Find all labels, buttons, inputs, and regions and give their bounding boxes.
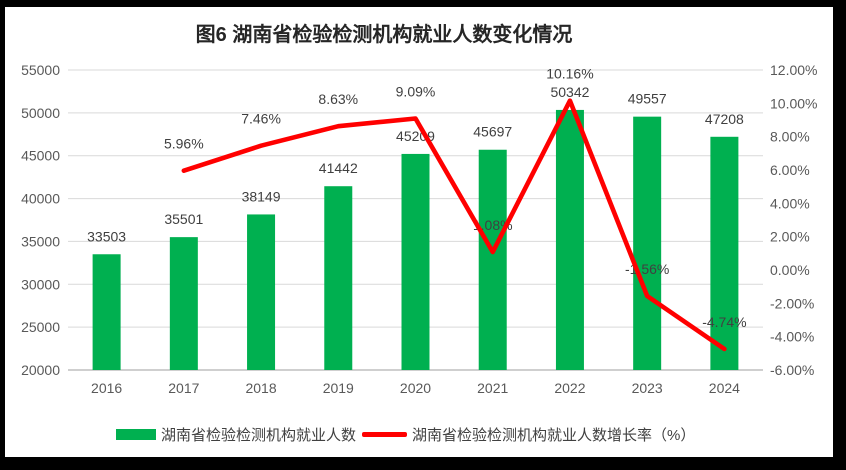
x-axis-label-2023: 2023 [632, 380, 663, 396]
bar-2017[interactable] [169, 237, 198, 370]
growth-rate-label: 5.96% [164, 136, 204, 152]
growth-rate-label: 10.16% [546, 66, 593, 82]
left-axis-tick-label: 45000 [21, 148, 60, 164]
bar-value-label: 35501 [164, 211, 203, 227]
right-axis-tick-label: 8.00% [770, 129, 810, 145]
bar-2016[interactable] [92, 254, 121, 370]
x-axis-label-2020: 2020 [400, 380, 431, 396]
right-axis-tick-label: 4.00% [770, 195, 810, 211]
chart-legend: 湖南省检验检测机构就业人数 湖南省检验检测机构就业人数增长率（%） [116, 424, 695, 445]
left-axis-tick-label: 20000 [21, 362, 60, 378]
bar-2022[interactable] [555, 109, 584, 370]
bar-2021[interactable] [478, 149, 507, 370]
right-axis-tick-label: 12.00% [770, 62, 817, 78]
bar-series-swatch-icon [116, 429, 156, 440]
growth-rate-label: 9.09% [396, 84, 436, 100]
bar-value-label: 38149 [242, 188, 281, 204]
left-axis-tick-label: 50000 [21, 105, 60, 121]
legend-label-growth-rate: 湖南省检验检测机构就业人数增长率（%） [412, 427, 696, 444]
bar-2018[interactable] [247, 214, 276, 370]
chart-title: 图6 湖南省检验检测机构就业人数变化情况 [195, 24, 573, 46]
bar-value-label: 41442 [319, 160, 358, 176]
x-axis-label-2016: 2016 [91, 380, 122, 396]
growth-rate-label: 7.46% [241, 111, 281, 127]
growth-rate-line[interactable] [181, 98, 727, 352]
bar-value-label: 45697 [473, 124, 512, 140]
x-axis-label-2017: 2017 [168, 380, 199, 396]
left-axis-tick-label: 25000 [21, 319, 60, 335]
growth-rate-label: -1.56% [625, 261, 669, 277]
right-axis-tick-label: 2.00% [770, 229, 810, 245]
right-axis-tick-label: 6.00% [770, 162, 810, 178]
right-axis-tick-label: -2.00% [770, 295, 814, 311]
legend-label-employees: 湖南省检验检测机构就业人数 [161, 427, 357, 444]
right-axis-tick-label: -4.00% [770, 329, 814, 345]
line-series-swatch-icon [362, 432, 408, 437]
left-axis-tick-label: 30000 [21, 276, 60, 292]
bar-2020[interactable] [401, 153, 430, 370]
x-axis-label-2019: 2019 [323, 380, 354, 396]
bar-2019[interactable] [324, 186, 353, 370]
x-axis-label-2021: 2021 [477, 380, 508, 396]
left-axis-tick-label: 35000 [21, 233, 60, 249]
growth-rate-label: -4.74% [702, 314, 746, 330]
bar-value-label: 47208 [705, 111, 744, 127]
right-axis-tick-label: -6.00% [770, 362, 814, 378]
bar-value-label: 33503 [87, 228, 126, 244]
legend-item-employees[interactable]: 湖南省检验检测机构就业人数 [116, 424, 356, 445]
right-axis-tick-label: 0.00% [770, 262, 810, 278]
left-axis-tick-label: 40000 [21, 191, 60, 207]
x-axis-label-2022: 2022 [554, 380, 585, 396]
right-axis-tick-label: 10.00% [770, 95, 817, 111]
growth-rate-label: 8.63% [318, 91, 358, 107]
legend-item-growth-rate[interactable]: 湖南省检验检测机构就业人数增长率（%） [362, 424, 695, 445]
bar-value-label: 49557 [628, 91, 667, 107]
x-axis-label-2024: 2024 [709, 380, 740, 396]
bar-2023[interactable] [633, 116, 662, 370]
bar-value-label: 50342 [550, 84, 589, 100]
x-axis-label-2018: 2018 [245, 380, 276, 396]
bar-2024[interactable] [710, 136, 739, 370]
left-axis-tick-label: 55000 [21, 62, 60, 78]
